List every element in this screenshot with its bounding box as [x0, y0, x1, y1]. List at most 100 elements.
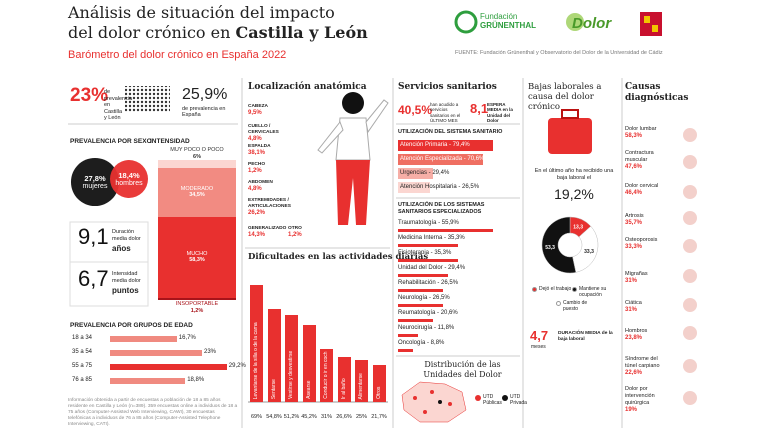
value-label: 26,6% — [336, 414, 352, 420]
bar — [398, 274, 448, 277]
bar — [285, 314, 298, 402]
segment-label: MUCHO 58,3% — [158, 251, 236, 264]
segment-value: 6% — [193, 153, 201, 160]
intensity-segment — [158, 168, 236, 217]
age-label: 55 a 75 — [72, 363, 93, 369]
anatomy-name: OTRO — [288, 226, 302, 231]
bar-label: Conducir o ir en coche — [323, 352, 329, 399]
segment-value: 34,5% — [189, 192, 205, 199]
age-label: 35 a 54 — [72, 349, 93, 355]
unit: meses — [531, 344, 546, 350]
cause-label: 19% — [625, 407, 638, 414]
section-title: Causas diagnósticas — [625, 82, 689, 103]
legend-label: UTD Privada — [510, 394, 527, 406]
cause-name: Dolor por intervención quirúrgica — [625, 386, 655, 407]
cause-name: Migrañas — [625, 271, 648, 277]
label: Duración media dolor — [112, 229, 141, 242]
cause-name: Dolor lumbar — [625, 126, 657, 132]
value-label: 25% — [355, 414, 367, 420]
anatomy-name: PECHO — [248, 162, 266, 167]
anatomy-item: PECHO 1,2% — [248, 162, 288, 175]
bar — [337, 356, 351, 402]
bar — [398, 244, 458, 247]
title-part: del dolor crónico en — [68, 23, 236, 42]
anatomy-label: 1,2% — [288, 231, 302, 238]
bar-label: Alimentarse — [358, 372, 364, 399]
cause-item: Migrañas 31% — [625, 271, 669, 286]
big-number: 40,5% — [398, 103, 433, 117]
bar-label: Atención Hospitalaria - 26,5% — [400, 184, 480, 190]
segment-name: MODERADO — [180, 185, 214, 192]
big-number: 9,1 — [78, 224, 109, 249]
cause-item: Hombros 23,8% — [625, 328, 669, 343]
section-title: Distribución de las Unidades del Dolor — [423, 360, 502, 379]
value-label: 18,4% — [118, 171, 140, 180]
cause-label: 31% — [625, 307, 638, 314]
legend-label: Cambio de puesto — [563, 300, 588, 312]
bar-label: Neurología - 26,5% — [398, 295, 450, 301]
bar — [398, 140, 494, 151]
cause-name: Ciática — [625, 300, 642, 306]
cause-item: Síndrome del túnel carpiano 22,6% — [625, 356, 669, 378]
section-title: Servicios sanitarios — [398, 82, 497, 92]
value-label: 54,8% — [266, 414, 282, 420]
cause-item: Dolor cervical 46,4% — [625, 183, 669, 198]
bar — [110, 336, 177, 342]
cause-item: Dolor por intervención quirúrgica 19% — [625, 386, 669, 415]
bar-label: Urgencias - 29,4% — [400, 170, 450, 176]
anatomy-label: 38,1% — [248, 149, 266, 156]
anatomy-item: CUELLO / CERVICALES 4,8% — [248, 124, 288, 143]
cause-label: 47,6% — [625, 164, 643, 171]
segment-name: INSOPORTABLE — [175, 301, 219, 307]
source: FUENTE: Fundación Grünenthal y Observato… — [455, 50, 663, 56]
bar-label: Fisioterapia - 35,3% — [398, 250, 452, 256]
bar-label: Levantarse de la silla o de la cama — [253, 321, 259, 399]
legend-swatch — [572, 287, 577, 292]
bar-label: Atención Primaria - 79,4% — [400, 142, 470, 148]
cause-name: Hombros — [625, 328, 648, 334]
donut-label: 33,3 — [584, 249, 594, 255]
value-label: 31% — [320, 414, 332, 420]
anatomy-label: 9,5% — [248, 109, 262, 116]
donut-segment — [572, 225, 599, 273]
cause-item: Contractura muscular 47,6% — [625, 150, 669, 172]
big-number: 6,7 — [78, 266, 109, 291]
anatomy-label: 4,8% — [248, 185, 262, 192]
value-label: 21,7% — [371, 414, 387, 420]
title-bold: Castilla y León — [235, 23, 368, 42]
bar — [398, 289, 444, 292]
cause-name: Artrosis — [625, 213, 644, 219]
unit: puntos — [112, 286, 139, 295]
unit: años — [112, 244, 131, 253]
cause-name: Síndrome del túnel carpiano — [625, 356, 660, 370]
bar — [398, 154, 483, 165]
bar — [250, 284, 263, 402]
bar — [267, 308, 281, 402]
bar — [398, 229, 494, 232]
bar — [398, 319, 434, 322]
value-label: 29,2% — [228, 363, 246, 369]
cause-label: 22,6% — [625, 370, 643, 377]
cause-label: 35,7% — [625, 220, 643, 227]
anatomy-item: GENERALIZADO 14,3% — [248, 226, 288, 239]
section-title: Dificultades en las actividades diarias — [248, 252, 429, 262]
anatomy-label: 26,2% — [248, 209, 266, 216]
value-label: 45,2% — [301, 414, 317, 420]
bar-label: Unidad del Dolor - 29,4% — [398, 265, 466, 271]
bar — [398, 349, 413, 352]
bar-label: Asearse — [305, 380, 312, 399]
big-number: 23% — [70, 85, 109, 106]
donut: 13,3 33,3 53,3 — [541, 216, 599, 274]
label: En el último año ha recibido una baja la… — [534, 168, 614, 182]
bar-label: Atención Especializada - 70,6% — [400, 156, 485, 162]
bar — [398, 168, 434, 179]
logo: Fundación — [480, 12, 518, 21]
big-number: 25,9% — [182, 86, 228, 103]
bar-label: Reumatología - 20,6% — [398, 310, 458, 316]
cause-label: 33,3% — [625, 244, 643, 251]
cause-item: Dolor lumbar 58,3% — [625, 126, 669, 141]
donut-segment — [541, 216, 577, 274]
subtitle: Barómetro del dolor crónico en España 20… — [68, 49, 287, 61]
